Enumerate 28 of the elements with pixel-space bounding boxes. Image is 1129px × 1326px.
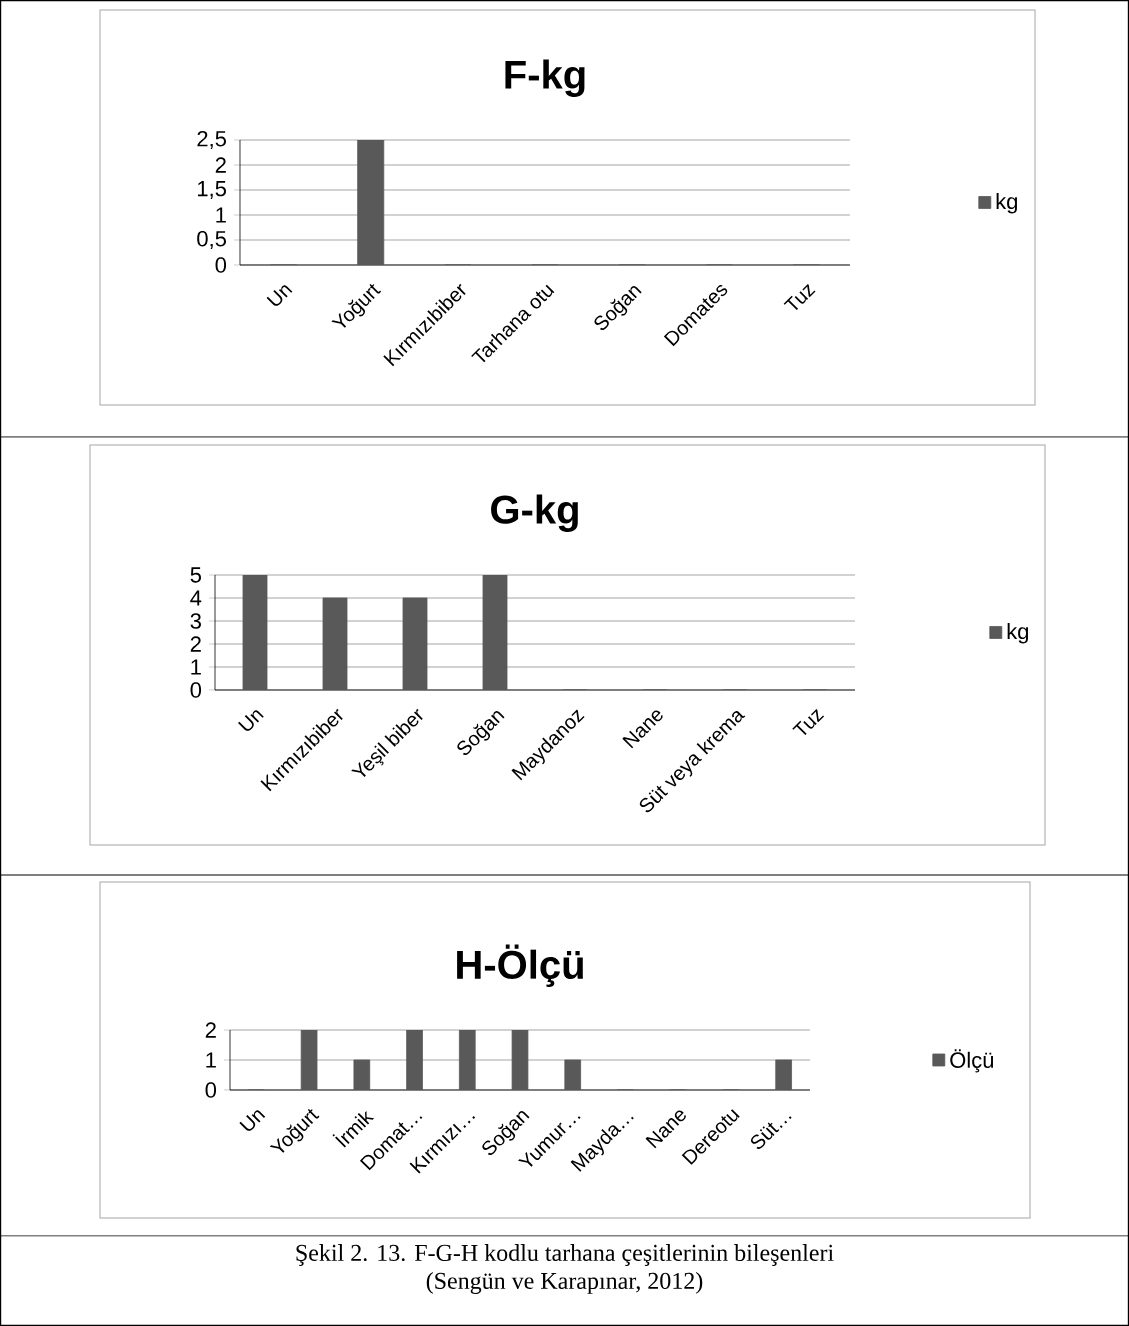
y-tick-label: 1,5 bbox=[198, 181, 226, 199]
chart-title: F-kg bbox=[505, 59, 585, 97]
y-tick-label: 0 bbox=[190, 682, 202, 698]
x-tick-label: Tuz bbox=[792, 709, 825, 736]
y-tick-label: 5 bbox=[190, 567, 201, 583]
x-tick-label: Tuz bbox=[783, 284, 816, 311]
text: (Sengün ve Karapınar, 2012) bbox=[426, 1272, 703, 1294]
y-tick-label: 0,5 bbox=[197, 230, 226, 250]
legend-label: kg bbox=[996, 193, 1018, 214]
y-tick-label: 1 bbox=[206, 1052, 216, 1068]
x-tick-label: Süt… bbox=[750, 1116, 792, 1149]
legend-label: Ölçü bbox=[950, 1049, 994, 1073]
x-tick-label: Un bbox=[239, 1110, 266, 1131]
y-tick-label: 2,5 bbox=[197, 130, 226, 150]
y-tick-label: 1 bbox=[191, 659, 201, 675]
chart-title: G-kg bbox=[491, 494, 578, 532]
y-tick-label: 2 bbox=[205, 1022, 216, 1038]
chart-title: H-Ölçü bbox=[457, 944, 583, 987]
y-tick-label: 0 bbox=[205, 1082, 217, 1098]
y-tick-label: 2 bbox=[215, 157, 226, 173]
y-tick-label: 2 bbox=[190, 636, 201, 652]
x-tick-label: Un bbox=[266, 285, 293, 306]
text: Şekil 2. 13. F-G-H kodlu tarhana çeşitlerinin bileşenleri bbox=[296, 1244, 834, 1266]
y-tick-label: 3 bbox=[190, 613, 201, 629]
y-tick-label: 0 bbox=[215, 257, 227, 273]
y-tick-label: 1 bbox=[216, 207, 226, 223]
y-tick-label: 4 bbox=[190, 590, 202, 606]
legend-label: kg bbox=[1007, 623, 1029, 644]
